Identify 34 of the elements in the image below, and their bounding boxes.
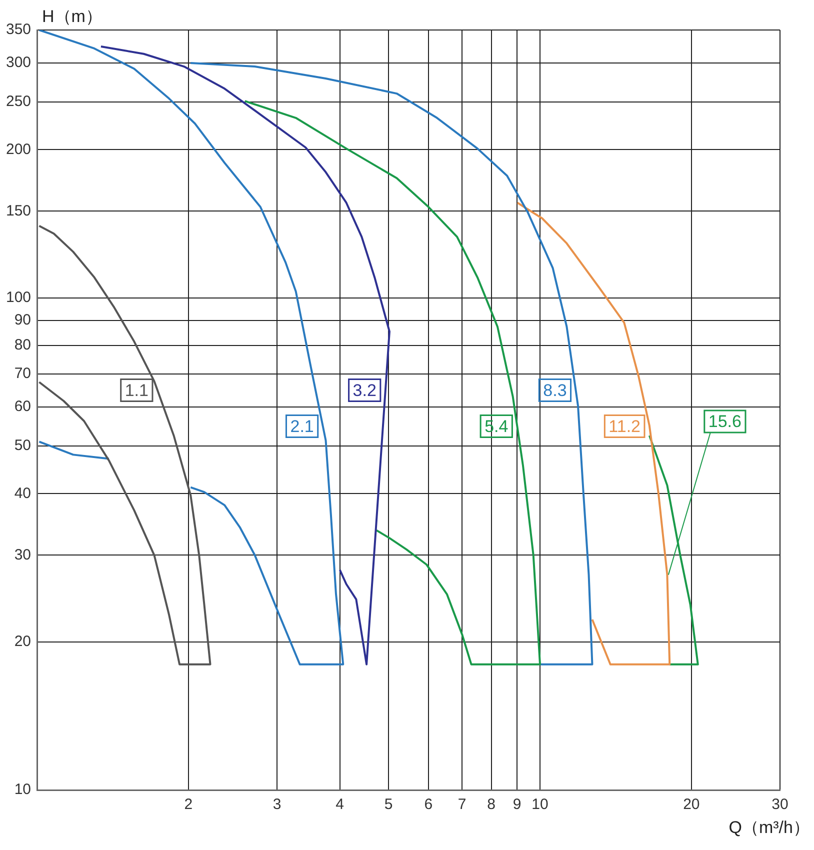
series-label: 8.3 [543,380,567,400]
y-tick-label: 200 [6,140,32,158]
series-label: 1.1 [124,380,148,400]
y-tick-label: 90 [14,311,32,328]
x-tick-label: 30 [772,796,788,814]
x-tick-label: 7 [458,796,466,814]
x-axis-title: Q（m³/h） [728,818,810,838]
series-label: 2.1 [290,416,314,436]
series-label: 3.2 [352,380,376,400]
y-tick-label: 50 [14,437,32,454]
x-tick-label: 10 [532,796,548,814]
x-tick-label: 20 [683,796,700,814]
y-tick-label: 40 [14,484,32,502]
y-tick-label: 150 [6,202,32,220]
series-label: 11.2 [608,416,640,436]
y-tick-label: 100 [6,288,32,306]
y-tick-label: 70 [14,365,32,382]
y-tick-label: 10 [14,781,32,798]
y-tick-label: 60 [14,398,32,416]
y-tick-label: 300 [6,54,32,72]
x-tick-label: 3 [272,796,282,814]
text: 15.6 [708,412,742,432]
x-tick-label: 2 [184,796,193,814]
y-axis-title: H（m） [42,7,102,26]
y-tick-label: 80 [14,336,32,354]
x-tick-label: 8 [487,796,496,814]
y-tick-label: 30 [14,546,32,564]
x-tick-label: 4 [336,796,344,814]
x-tick-label: 6 [424,796,433,814]
x-tick-label: 5 [384,796,393,814]
x-tick-label: 9 [512,796,522,814]
y-tick-label: 350 [6,21,32,38]
y-tick-label: 20 [14,632,32,650]
y-tick-label: 250 [6,93,32,110]
